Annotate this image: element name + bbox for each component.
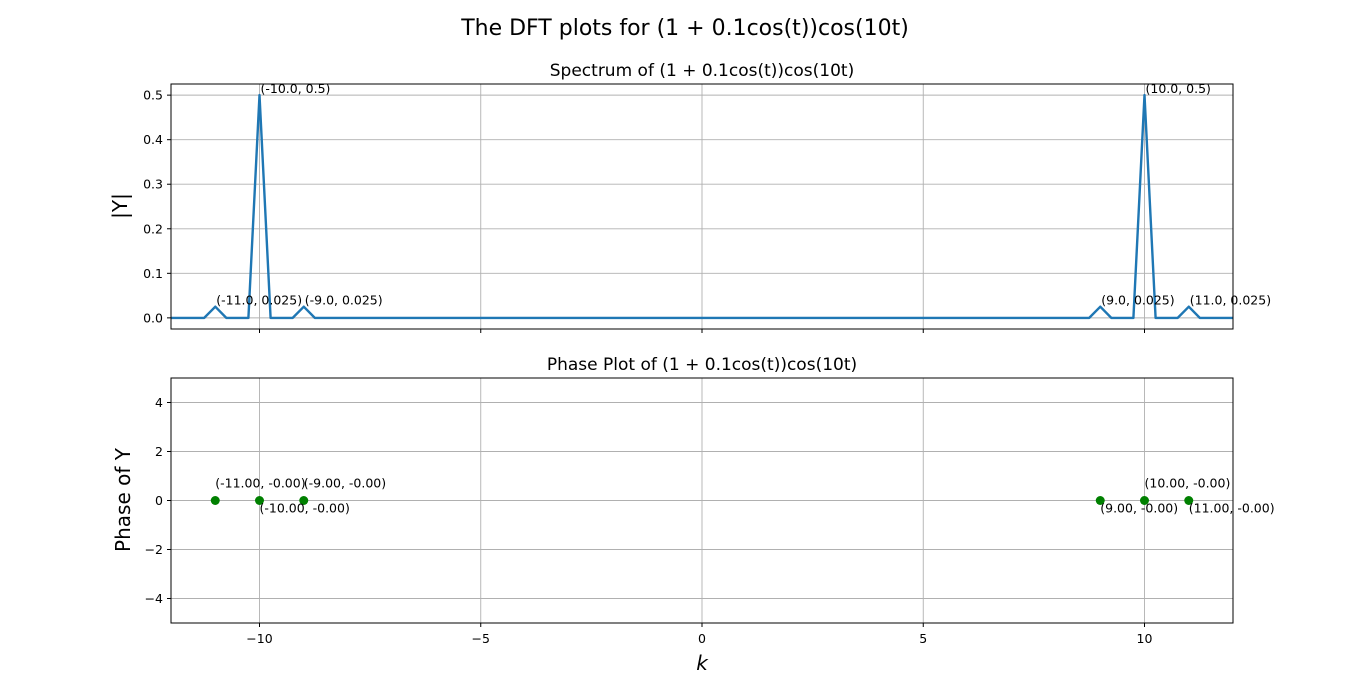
phase-annotation: (9.00, -0.00) (1100, 501, 1178, 516)
phase-title: Phase Plot of (1 + 0.1cos(t))cos(10t) (547, 355, 857, 375)
phase-point (1095, 496, 1105, 505)
spectrum-annotation: (11.0, 0.025) (1190, 293, 1271, 308)
spectrum-line (171, 93, 1233, 320)
spectrum-ticks: 0.0 0.1 0.2 0.3 0.4 0.5 (143, 88, 1145, 333)
spectrum-title: Spectrum of (1 + 0.1cos(t))cos(10t) (550, 61, 854, 81)
phase-plot: Phase Plot of (1 + 0.1cos(t))cos(10t) −1… (111, 355, 1275, 675)
x-tick-label: 5 (919, 631, 927, 646)
spectrum-ylabel: |Y| (108, 193, 132, 219)
y-tick-label: 0.3 (143, 177, 163, 192)
spectrum-annotation: (9.0, 0.025) (1101, 293, 1174, 308)
y-tick-label: 0.4 (143, 132, 163, 147)
phase-point (1140, 496, 1149, 505)
y-tick-label: 0.0 (143, 310, 163, 325)
phase-annotation: (-9.00, -0.00) (304, 476, 386, 491)
spectrum-frame (170, 83, 1234, 330)
phase-annotation: (-11.00, -0.00) (215, 476, 305, 491)
x-tick-label: −10 (246, 631, 272, 646)
phase-point (255, 496, 264, 505)
phase-point (299, 496, 309, 505)
phase-point (210, 496, 220, 505)
phase-frame (170, 377, 1234, 624)
y-tick-label: −2 (145, 542, 163, 557)
phase-ticks: −10 −5 0 5 10 −4 −2 0 2 4 (145, 395, 1153, 646)
y-tick-label: −4 (145, 591, 163, 606)
phase-annotation: (10.00, -0.00) (1145, 476, 1231, 491)
x-tick-label: −5 (472, 631, 490, 646)
spectrum-annotation: (-11.0, 0.025) (216, 293, 302, 308)
spectrum-plot: Spectrum of (1 + 0.1cos(t))cos(10t) 0.00… (108, 61, 1271, 333)
spectrum-annotations: (-10.0, 0.5) (10.0, 0.5) (-11.0, 0.025) (-9… (216, 81, 1271, 308)
phase-point (1184, 496, 1194, 505)
figure-title: The DFT plots for (1 + 0.1cos(t))cos(10t… (460, 16, 909, 41)
phase-ylabel: Phase of Y (111, 447, 135, 552)
phase-annotations: (-11.00, -0.00) (-10.00, -0.00) (-9.00, -0… (215, 476, 1274, 516)
phase-annotation: (-10.00, -0.00) (260, 501, 350, 516)
phase-marks (210, 496, 1194, 505)
spectrum-annotation: (-10.0, 0.5) (261, 81, 331, 96)
phase-annotation: (11.00, -0.00) (1189, 501, 1275, 516)
x-tick-label: 0 (698, 631, 706, 646)
x-tick-label: 10 (1137, 631, 1153, 646)
y-tick-label: 0 (155, 493, 163, 508)
phase-xlabel: k (696, 651, 709, 675)
y-tick-label: 4 (155, 395, 163, 410)
y-tick-label: 0.5 (143, 88, 163, 103)
spectrum-annotation: (10.0, 0.5) (1146, 81, 1211, 96)
y-tick-label: 0.1 (143, 266, 163, 281)
spectrum-marks (171, 93, 1233, 320)
y-tick-label: 2 (155, 444, 163, 459)
spectrum-annotation: (-9.0, 0.025) (305, 293, 383, 308)
y-tick-label: 0.2 (143, 221, 163, 236)
